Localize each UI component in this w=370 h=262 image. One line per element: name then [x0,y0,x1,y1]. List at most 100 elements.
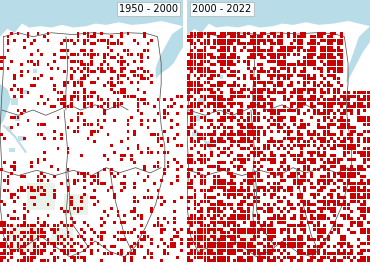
Bar [327,109,330,112]
Bar [300,228,303,231]
Bar [213,224,216,227]
Bar [110,77,113,80]
Bar [220,249,223,252]
Bar [7,214,10,217]
Bar [263,102,266,105]
Bar [210,133,213,136]
Bar [187,186,190,189]
Bar [77,53,80,56]
Bar [257,161,260,164]
Bar [310,133,313,136]
Bar [330,109,333,112]
Polygon shape [77,79,81,84]
Bar [307,133,310,136]
Bar [110,50,113,52]
Bar [343,168,346,171]
Bar [300,214,303,217]
Bar [313,158,316,161]
Bar [100,217,103,220]
Bar [317,189,320,192]
Bar [300,35,303,39]
Bar [240,228,243,231]
Bar [247,231,250,234]
Bar [20,245,23,248]
Bar [53,84,56,87]
Bar [190,102,193,105]
Bar [320,158,323,161]
Bar [210,154,213,157]
Bar [220,70,223,73]
Bar [230,172,233,175]
Bar [270,67,273,70]
Bar [103,119,106,122]
Bar [343,109,346,112]
Bar [360,91,363,94]
Bar [33,249,36,252]
Bar [3,56,6,59]
Bar [33,84,36,87]
Bar [363,91,366,94]
Bar [20,70,23,73]
Bar [157,161,159,164]
Bar [337,81,340,84]
Bar [320,189,323,192]
Bar [213,259,216,262]
Bar [310,210,313,213]
Bar [197,77,200,80]
Bar [277,221,280,223]
Bar [123,67,126,70]
Bar [237,123,240,126]
Bar [340,259,343,262]
Bar [197,81,200,84]
Bar [337,53,340,56]
Bar [367,165,370,168]
Bar [310,172,313,175]
Bar [210,119,213,122]
Bar [133,182,136,185]
Bar [313,53,316,56]
Bar [333,154,336,157]
Bar [340,63,343,66]
Bar [287,133,290,136]
Bar [253,245,256,248]
Bar [87,70,90,73]
Bar [347,102,350,105]
Bar [173,245,176,248]
Bar [350,259,353,262]
Bar [323,231,326,234]
Bar [353,175,356,178]
Bar [163,217,166,220]
Bar [47,238,50,241]
Bar [273,32,276,35]
Bar [293,245,296,248]
Bar [273,175,276,178]
Bar [220,179,223,182]
Bar [337,203,340,206]
Bar [327,144,330,147]
Bar [257,63,260,66]
Bar [220,67,223,70]
Bar [200,53,203,56]
Bar [110,81,113,84]
Bar [223,207,226,210]
Bar [220,217,223,220]
Bar [250,91,253,94]
Bar [237,255,240,259]
Bar [187,168,190,171]
Bar [247,228,250,231]
Polygon shape [205,141,212,147]
Bar [347,95,350,98]
Bar [267,224,270,227]
Bar [257,53,260,56]
Bar [350,249,353,252]
Bar [360,179,363,182]
Bar [357,137,360,140]
Bar [170,238,173,241]
Bar [204,70,206,73]
Bar [273,112,276,115]
Bar [337,259,340,262]
Bar [307,179,310,182]
Bar [194,238,196,241]
Bar [194,53,196,56]
Bar [150,252,153,255]
